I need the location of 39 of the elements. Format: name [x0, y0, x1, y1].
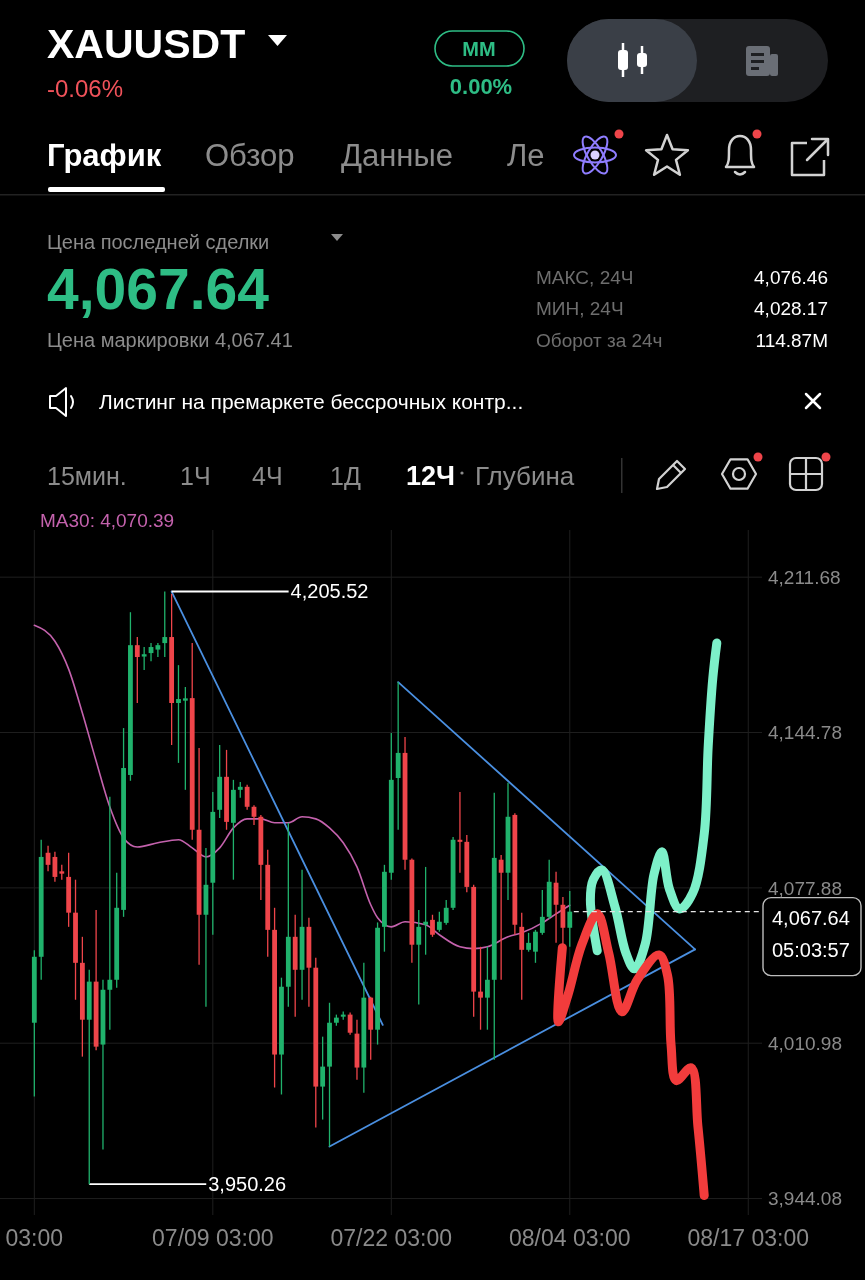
- text: 05:03:57: [772, 938, 850, 961]
- text: МИН, 24Ч: [536, 298, 624, 319]
- text: 4,067.64: [772, 906, 850, 929]
- text: XAUUSDT: [47, 21, 246, 67]
- text: 1Ч: [180, 462, 211, 490]
- y-tick-label: 4,144.78: [768, 722, 842, 744]
- text: График: [47, 138, 162, 173]
- x-tick-label: 08/17 03:00: [687, 1225, 810, 1251]
- x-tick-label: 07/22 03:00: [330, 1225, 453, 1251]
- x-tick-label: 07/09 03:00: [152, 1225, 274, 1251]
- text: 114.87M: [755, 330, 828, 351]
- annotation: 3,950.26: [208, 1173, 287, 1196]
- y-tick-label: 4,077.88: [768, 877, 842, 899]
- text: Обзор: [205, 138, 295, 173]
- text: Глубина: [475, 461, 575, 491]
- text: Листинг на премаркете бессрочных контр...: [99, 390, 524, 413]
- annotation: 4,205.52: [290, 580, 369, 603]
- text: 1Д: [330, 462, 361, 490]
- text: 4,028.17: [754, 298, 828, 319]
- text: MA30: 4,070.39: [40, 510, 175, 531]
- text: MM: [462, 38, 496, 60]
- text: Данные: [341, 138, 453, 173]
- x-tick-label: 03:00: [5, 1225, 64, 1251]
- y-tick-label: 3,944.08: [768, 1188, 842, 1210]
- text: -0.06%: [47, 75, 124, 102]
- text: 0.00%: [449, 74, 513, 99]
- text: Оборот за 24ч: [536, 330, 663, 351]
- text: Цена маркировки 4,067.41: [47, 329, 293, 351]
- y-tick-label: 4,211.68: [768, 566, 841, 588]
- x-tick-label: 08/04 03:00: [509, 1225, 631, 1251]
- text: 4,076.46: [754, 267, 828, 288]
- text: 12Ч: [406, 461, 456, 491]
- text: 15мин.: [47, 462, 127, 490]
- text: 4,067.64: [47, 257, 270, 321]
- y-tick-label: 4,010.98: [768, 1032, 842, 1054]
- text: Цена последней сделки: [47, 231, 270, 253]
- text: Ле: [507, 138, 545, 173]
- text: МАКС, 24Ч: [536, 267, 634, 288]
- text: 4Ч: [252, 462, 283, 490]
